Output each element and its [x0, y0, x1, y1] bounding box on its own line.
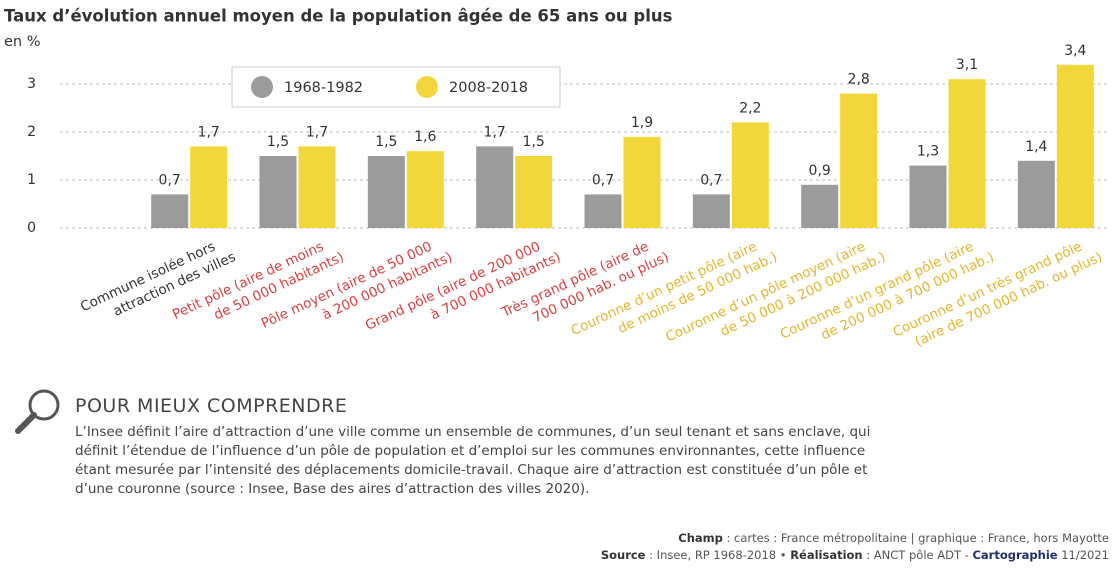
bar: [909, 165, 947, 228]
credits: Champ : cartes : France métropolitaine |…: [601, 530, 1109, 564]
realisation-text: : ANCT pôle ADT -: [862, 548, 973, 562]
realisation-label: Réalisation: [790, 548, 863, 562]
value-label: 1,7: [198, 124, 220, 140]
bar: [298, 146, 336, 228]
value-label: 3,1: [956, 57, 978, 73]
value-label: 1,3: [917, 144, 939, 160]
y-tick-label: 0: [27, 220, 36, 236]
y-tick-label: 2: [27, 124, 36, 140]
chart: Taux d’évolution annuel moyen de la popu…: [4, 7, 1110, 350]
chart-title: Taux d’évolution annuel moyen de la popu…: [4, 7, 673, 26]
legend-box: [231, 66, 561, 108]
bar: [948, 79, 986, 228]
bar: [584, 194, 622, 228]
value-label: 0,7: [159, 172, 181, 188]
y-tick-label: 1: [27, 172, 36, 188]
legend-swatch: [251, 76, 273, 98]
legend-swatch: [416, 76, 438, 98]
value-label: 0,9: [809, 163, 831, 179]
explainer-line: étant mesurée par l’intensité des déplac…: [75, 462, 868, 478]
legend-label: 2008-2018: [449, 80, 528, 96]
bar: [623, 136, 661, 228]
value-label: 2,2: [739, 100, 761, 116]
value-label: 1,5: [267, 134, 289, 150]
value-label: 1,5: [375, 134, 397, 150]
value-label: 1,7: [484, 124, 506, 140]
value-label: 1,4: [1025, 139, 1047, 155]
carto-label: Cartographie: [972, 548, 1058, 562]
y-axis-unit: en %: [4, 34, 41, 50]
explainer-line: d’une couronne (source : Insee, Base des…: [75, 481, 590, 497]
bar: [1017, 160, 1055, 228]
value-label: 1,7: [306, 124, 328, 140]
explainer-title: POUR MIEUX COMPRENDRE: [75, 395, 348, 417]
explainer-line: définit l’étendue de l’influence d’un pô…: [75, 443, 866, 459]
bar: [259, 156, 297, 228]
value-label: 1,6: [414, 129, 436, 145]
bar: [476, 146, 514, 228]
source-label: Source: [600, 548, 646, 562]
bar: [151, 194, 189, 228]
value-label: 0,7: [700, 172, 722, 188]
explainer-line: L’Insee définit l’aire d’attraction d’un…: [75, 424, 871, 440]
explainer-text: L’Insee définit l’aire d’attraction d’un…: [75, 423, 1105, 499]
bar: [731, 122, 769, 228]
magnifier-icon: [15, 389, 60, 434]
value-label: 1,5: [523, 134, 545, 150]
legend-label: 1968-1982: [284, 80, 363, 96]
explainer: POUR MIEUX COMPRENDRE L’Insee définit l’…: [75, 395, 1105, 499]
source-line: Source : Insee, RP 1968-2018 • Réalisati…: [601, 547, 1109, 564]
bar: [190, 146, 228, 228]
bar: [692, 194, 730, 228]
value-label: 3,4: [1064, 43, 1086, 59]
bar: [367, 156, 405, 228]
scope-line: Champ : cartes : France métropolitaine |…: [601, 530, 1109, 547]
scope-label: Champ: [678, 531, 723, 545]
bar: [840, 93, 878, 228]
y-tick-label: 3: [27, 76, 36, 92]
source-text: : Insee, RP 1968-2018 •: [645, 548, 791, 562]
bar: [515, 156, 553, 228]
value-label: 0,7: [592, 172, 614, 188]
bar: [1056, 64, 1094, 228]
bar: [801, 184, 839, 228]
bar: [406, 151, 444, 228]
value-label: 1,9: [631, 115, 653, 131]
scope-text: : cartes : France métropolitaine | graph…: [722, 531, 1110, 545]
carto-text: 11/2021: [1057, 548, 1109, 562]
value-label: 2,8: [848, 72, 870, 88]
